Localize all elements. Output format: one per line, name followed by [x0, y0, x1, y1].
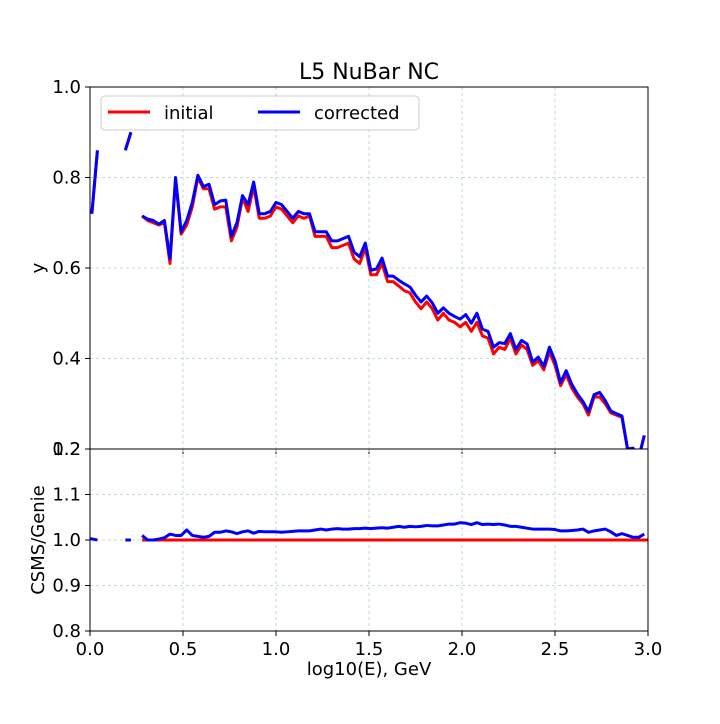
ratio-ytick-label-4: 1.2: [52, 439, 81, 460]
legend-label-corrected: corrected: [314, 103, 400, 124]
ratio-ytick-label-2: 1.0: [52, 530, 81, 551]
ratio-xtick-label-1: 0.5: [169, 639, 198, 660]
ratio-ytick-label-3: 1.1: [52, 485, 81, 506]
legend: initial corrected: [100, 95, 420, 131]
legend-label-initial: initial: [164, 103, 214, 124]
main-ytick-label-0: 0.2: [52, 439, 81, 460]
main-series-corrected-line-0: [90, 150, 99, 214]
main-ytick-label-2: 0.6: [52, 258, 81, 279]
ratio-xtick-label-6: 3.0: [634, 639, 663, 660]
main-chart-title: L5 NuBar NC: [299, 60, 439, 85]
top-panel: 0.2 0.4 0.6 0.8 1.0 L5 NuBar NC y initial correc…: [28, 60, 649, 460]
ratio-x-axis-label: log10(E), GeV: [307, 659, 432, 680]
main-series-corrected-line-1: [123, 131, 133, 151]
ratio-panel: 0.8 0.9 1.0 1.1 1.2 0.0 0.5 1.0 1.5 2.0 2.5 3.0 CSMS…: [28, 439, 662, 680]
ratio-y-axis-label: CSMS/Genie: [28, 485, 49, 595]
main-ytick-label-1: 0.4: [52, 349, 81, 370]
ratio-series-corrected-line-2: [141, 521, 646, 542]
main-ytick-label-3: 0.8: [52, 168, 81, 189]
ratio-xtick-label-0: 0.0: [76, 639, 105, 660]
main-series-corrected-line-2: [141, 173, 646, 449]
main-y-axis-label: y: [28, 262, 49, 273]
main-ytick-label-4: 1.0: [52, 77, 81, 98]
ratio-xtick-label-3: 1.5: [355, 639, 384, 660]
ratio-xtick-label-5: 2.5: [541, 639, 570, 660]
ratio-series-corrected-line-0: [90, 537, 98, 542]
ratio-ytick-label-1: 0.9: [52, 576, 81, 597]
ratio-xtick-label-4: 2.0: [448, 639, 477, 660]
ratio-ytick-label-0: 0.8: [52, 621, 81, 642]
ratio-xtick-label-2: 1.0: [262, 639, 291, 660]
